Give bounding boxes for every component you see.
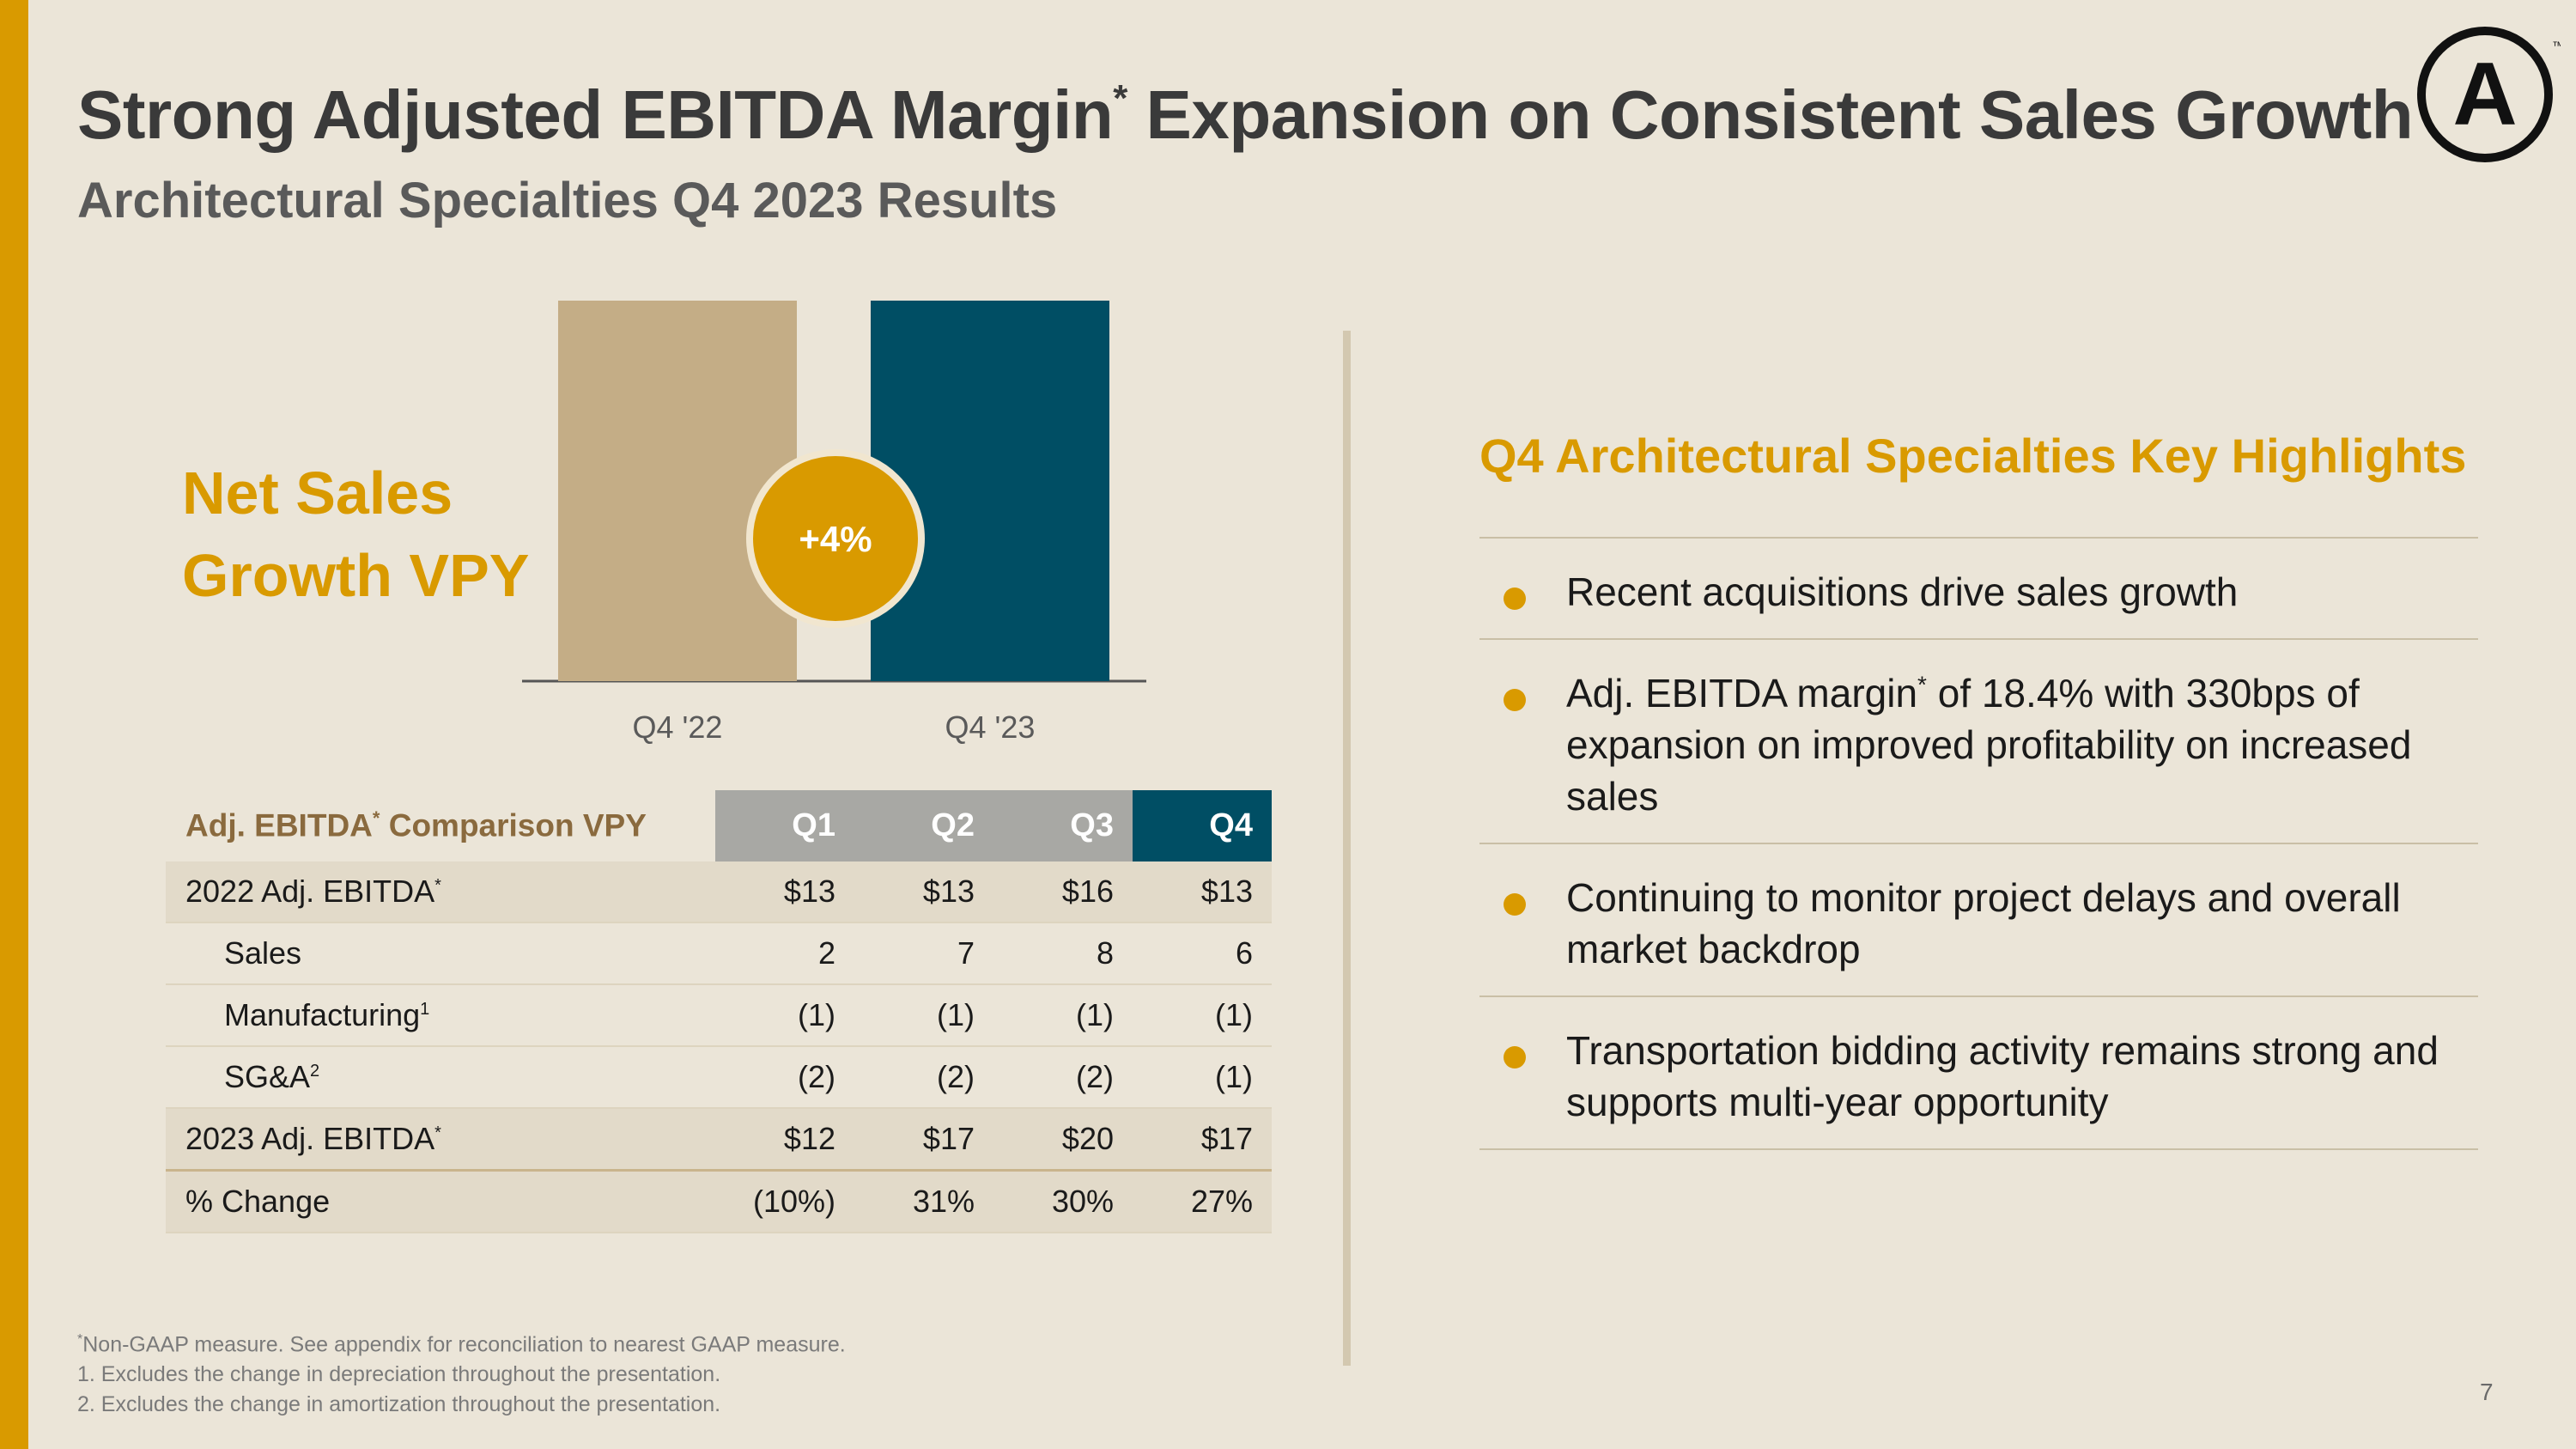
bullet-dot-icon bbox=[1504, 1046, 1526, 1068]
table-row-2022-ebitda: 2022 Adj. EBITDA* $13 $13 $16 $13 bbox=[166, 861, 1272, 923]
list-item: Transportation bidding activity remains … bbox=[1479, 997, 2478, 1150]
table-row-manufacturing: Manufacturing1 (1) (1) (1) (1) bbox=[166, 984, 1272, 1047]
chart-label-line1: Net Sales bbox=[182, 460, 453, 527]
column-q2: Q2 bbox=[854, 790, 993, 861]
company-logo: A ™ bbox=[2417, 27, 2561, 162]
footnote-non-gaap: *Non-GAAP measure. See appendix for reco… bbox=[77, 1332, 846, 1357]
growth-badge bbox=[746, 449, 925, 628]
column-q4: Q4 bbox=[1133, 790, 1272, 861]
list-item: Adj. EBITDA margin* of 18.4% with 330bps… bbox=[1479, 640, 2478, 844]
column-q1: Q1 bbox=[715, 790, 854, 861]
category-label-1: Q4 '22 bbox=[633, 709, 723, 745]
bullet-dot-icon bbox=[1504, 893, 1526, 916]
list-item: Recent acquisitions drive sales growth bbox=[1479, 539, 2478, 640]
footnotes: *Non-GAAP measure. See appendix for reco… bbox=[77, 1324, 846, 1420]
table-header-label: Adj. EBITDA* Comparison VPY bbox=[185, 807, 647, 843]
table-row-2023-ebitda: 2023 Adj. EBITDA* $12 $17 $20 $17 bbox=[166, 1108, 1272, 1172]
list-item: Continuing to monitor project delays and… bbox=[1479, 844, 2478, 997]
category-label-2: Q4 '23 bbox=[945, 709, 1036, 745]
left-accent-bar bbox=[0, 0, 28, 1449]
net-sales-chart: $89Q4 '22$92Q4 '23 +4% bbox=[522, 301, 1146, 745]
bar-1 bbox=[558, 301, 797, 681]
highlights-list: Recent acquisitions drive sales growth A… bbox=[1479, 537, 2478, 1150]
column-q3: Q3 bbox=[993, 790, 1133, 861]
page-number: 7 bbox=[2480, 1379, 2494, 1405]
footnote-1: 1. Excludes the change in depreciation t… bbox=[77, 1362, 721, 1387]
table-header-row: Adj. EBITDA* Comparison VPY Q1 Q2 Q3 Q4 bbox=[166, 790, 1272, 861]
chart-label: Net Sales Growth VPY bbox=[182, 452, 529, 617]
chart-label-line2: Growth VPY bbox=[182, 542, 530, 609]
highlights-title: Q4 Architectural Specialties Key Highlig… bbox=[1479, 429, 2467, 483]
page-subtitle: Architectural Specialties Q4 2023 Result… bbox=[77, 173, 1058, 228]
table-row-pct-change: % Change (10%) 31% 30% 27% bbox=[166, 1170, 1272, 1233]
table-row-sales: Sales 2 7 8 6 bbox=[166, 922, 1272, 985]
bullet-dot-icon bbox=[1504, 689, 1526, 711]
table-row-sga: SG&A2 (2) (2) (2) (1) bbox=[166, 1046, 1272, 1109]
page-title: Strong Adjusted EBITDA Margin* Expansion… bbox=[77, 76, 2414, 153]
footnote-2: 2. Excludes the change in amortization t… bbox=[77, 1392, 721, 1417]
ebitda-comparison-table: Adj. EBITDA* Comparison VPY Q1 Q2 Q3 Q4 … bbox=[166, 790, 1272, 1233]
vertical-divider bbox=[1343, 331, 1351, 1366]
bullet-dot-icon bbox=[1504, 588, 1526, 610]
growth-label: +4% bbox=[799, 519, 872, 559]
logo-trademark: ™ bbox=[2552, 39, 2561, 52]
logo-letter: A bbox=[2452, 45, 2517, 144]
